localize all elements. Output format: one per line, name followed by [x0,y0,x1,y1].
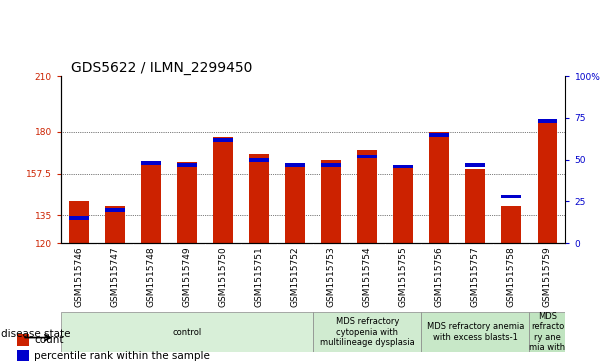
Bar [213,138,233,243]
Text: MDS
refracto
ry ane
mia with: MDS refracto ry ane mia with [530,312,565,352]
Text: GSM1515752: GSM1515752 [291,247,300,307]
Text: GSM1515751: GSM1515751 [255,247,263,307]
Bar [321,163,341,167]
Bar [105,208,125,212]
Bar [321,160,341,243]
Text: percentile rank within the sample: percentile rank within the sample [34,351,210,360]
Text: GSM1515753: GSM1515753 [326,247,336,307]
Text: GSM1515756: GSM1515756 [435,247,444,307]
Bar [285,163,305,167]
Bar [249,154,269,243]
Bar [105,206,125,243]
Bar [358,155,377,158]
Bar [393,164,413,168]
Bar [249,158,269,162]
Text: control: control [172,328,202,337]
Bar [358,150,377,243]
Bar [530,312,565,352]
Text: GSM1515750: GSM1515750 [218,247,227,307]
Text: GSM1515748: GSM1515748 [147,247,156,307]
Text: MDS refractory
cytopenia with
multilineage dysplasia: MDS refractory cytopenia with multilinea… [320,317,415,347]
Text: GSM1515749: GSM1515749 [182,247,192,307]
Text: GDS5622 / ILMN_2299450: GDS5622 / ILMN_2299450 [71,61,252,75]
Text: disease state: disease state [1,329,70,339]
Bar [141,163,161,243]
Bar [429,132,449,243]
Text: MDS refractory anemia
with excess blasts-1: MDS refractory anemia with excess blasts… [427,322,524,342]
Bar [502,206,521,243]
Bar [177,163,197,167]
Bar [69,200,89,243]
Bar [465,163,485,167]
Text: GSM1515754: GSM1515754 [363,247,371,307]
Bar [429,133,449,136]
Bar [69,216,89,220]
Bar [465,169,485,243]
Bar [213,138,233,142]
Bar [537,123,558,243]
Bar [421,312,530,352]
Bar [177,162,197,243]
Text: GSM1515746: GSM1515746 [74,247,83,307]
Text: GSM1515759: GSM1515759 [543,247,552,307]
Text: GSM1515747: GSM1515747 [111,247,119,307]
Text: GSM1515755: GSM1515755 [399,247,408,307]
Text: count: count [34,335,63,345]
Bar [61,312,313,352]
Bar [537,119,558,123]
Bar [141,161,161,165]
Text: GSM1515757: GSM1515757 [471,247,480,307]
Bar [502,195,521,198]
Text: GSM1515758: GSM1515758 [507,247,516,307]
Bar [313,312,421,352]
Bar [17,334,29,346]
Bar [285,165,305,243]
Bar [393,165,413,243]
Bar [17,350,29,362]
